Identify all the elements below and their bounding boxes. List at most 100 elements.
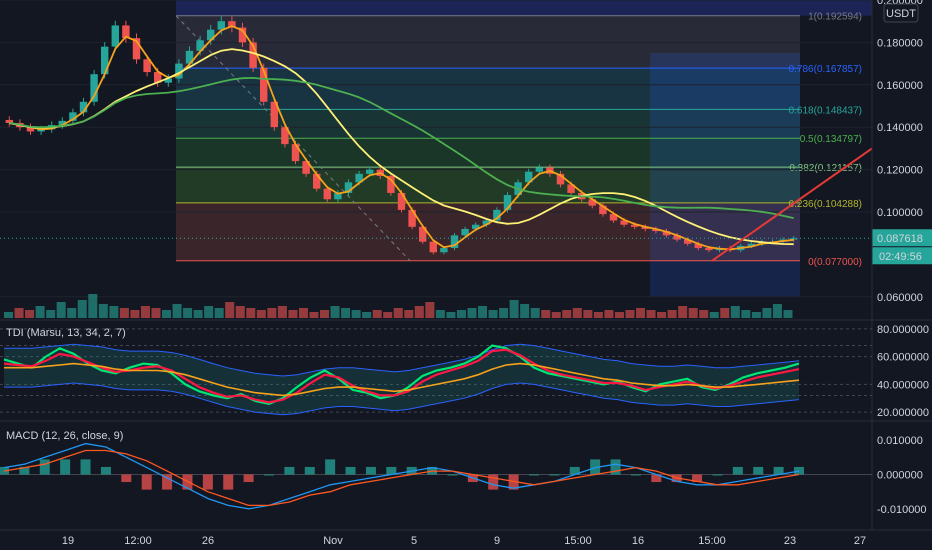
volume-bar bbox=[404, 310, 414, 318]
volume-bar bbox=[393, 308, 403, 318]
macd-histogram-bar bbox=[692, 474, 703, 483]
macd-histogram-bar bbox=[19, 466, 30, 475]
candle-body bbox=[302, 161, 310, 174]
volume-bar bbox=[14, 308, 24, 318]
volume-bar bbox=[467, 308, 477, 318]
volume-bar bbox=[35, 306, 45, 318]
volume-bar bbox=[730, 306, 740, 318]
volume-bar bbox=[488, 310, 498, 318]
macd-series-line bbox=[3, 442, 800, 510]
candle-body bbox=[196, 40, 204, 51]
volume-bar bbox=[256, 310, 266, 318]
fib-band bbox=[176, 202, 800, 261]
x-axis-tick-label: 23 bbox=[784, 535, 796, 547]
candle-body bbox=[175, 63, 183, 79]
candle-body bbox=[609, 214, 618, 221]
candle-body bbox=[747, 243, 756, 246]
volume-bar bbox=[678, 306, 688, 318]
volume-bar bbox=[235, 306, 245, 318]
volume-bar bbox=[98, 304, 108, 318]
macd-histogram-bar bbox=[365, 466, 376, 475]
x-axis-tick-label: 15:00 bbox=[698, 535, 726, 547]
projection-box bbox=[650, 53, 800, 297]
candle-body bbox=[440, 248, 448, 253]
volume-bar bbox=[183, 308, 193, 318]
volume-bar bbox=[320, 310, 330, 318]
volume-bar bbox=[446, 312, 456, 318]
candle-body bbox=[599, 205, 607, 215]
volume-bar bbox=[541, 310, 551, 318]
volume-bar bbox=[709, 312, 719, 318]
volume-bar bbox=[267, 308, 277, 318]
volume-bar bbox=[783, 310, 793, 318]
candle-body bbox=[259, 67, 268, 102]
candle-body bbox=[90, 74, 98, 102]
ma-mid-line bbox=[9, 48, 794, 246]
volume-bar bbox=[351, 310, 361, 318]
tdi-y-tick-label: 60.000000 bbox=[877, 352, 929, 364]
candle-body bbox=[111, 25, 120, 47]
volume-bar bbox=[77, 300, 87, 318]
volume-bar bbox=[762, 308, 772, 318]
volume-bar bbox=[509, 300, 519, 318]
volume-bar bbox=[478, 306, 488, 318]
candle-body bbox=[334, 192, 342, 200]
fib-label: 0.786(0.167857) bbox=[789, 64, 862, 75]
tdi-y-tick-label: 40.000000 bbox=[877, 379, 929, 391]
fib-top-band bbox=[176, 0, 872, 16]
macd-histogram-bar bbox=[202, 474, 213, 490]
y-axis-tick-label: 0.100000 bbox=[877, 207, 923, 219]
volume-bar bbox=[330, 306, 340, 318]
volume-bar bbox=[604, 310, 614, 318]
volume-bar bbox=[140, 306, 150, 318]
tdi-upper-band bbox=[4, 343, 800, 377]
macd-histogram-bar bbox=[100, 466, 111, 475]
candle-body bbox=[344, 182, 353, 193]
macd-histogram-bar bbox=[304, 466, 315, 475]
volume-bar bbox=[288, 310, 298, 318]
volume-bar bbox=[520, 304, 530, 318]
volume-bar bbox=[657, 312, 667, 318]
x-axis-tick-label: 27 bbox=[854, 535, 866, 547]
volume-bar bbox=[772, 304, 782, 318]
macd-histogram-bar bbox=[162, 474, 173, 490]
candle-body bbox=[662, 231, 671, 236]
volume-bar bbox=[46, 310, 56, 318]
fib-band bbox=[176, 68, 800, 110]
volume-bar bbox=[667, 310, 677, 318]
candle-body bbox=[450, 235, 459, 249]
volume-bar bbox=[67, 308, 77, 318]
fib-label: 0.618(0.148437) bbox=[789, 105, 862, 116]
macd-histogram-bar bbox=[651, 474, 662, 483]
candle-body bbox=[5, 119, 14, 123]
candle-body bbox=[270, 101, 279, 128]
candle-body bbox=[122, 25, 130, 39]
volume-bar bbox=[204, 306, 214, 318]
candle-body bbox=[238, 27, 247, 43]
macd-histogram-bar bbox=[630, 474, 641, 476]
volume-bar bbox=[4, 312, 14, 318]
candle-body bbox=[567, 184, 575, 193]
candle-body bbox=[291, 144, 300, 162]
volume-bar bbox=[636, 308, 646, 318]
volume-bar bbox=[625, 310, 635, 318]
macd-histogram-bar bbox=[569, 466, 580, 475]
volume-bar bbox=[435, 310, 445, 318]
candle-body bbox=[524, 171, 533, 183]
macd-histogram-bar bbox=[141, 474, 152, 490]
tdi-y-tick-label: 20.000000 bbox=[877, 407, 929, 419]
candle-body bbox=[471, 224, 480, 229]
candle-body bbox=[58, 120, 67, 126]
candle-body bbox=[206, 29, 215, 41]
volume-bar bbox=[720, 308, 730, 318]
volume-bar bbox=[130, 310, 140, 318]
volume-bar bbox=[25, 310, 35, 318]
fib-label: 0.382(0.121157) bbox=[789, 163, 862, 174]
x-axis-tick-label: Nov bbox=[323, 535, 343, 547]
candle-body bbox=[79, 101, 88, 113]
tdi-series-line bbox=[4, 362, 800, 397]
volume-bar bbox=[298, 308, 308, 318]
volume-bar bbox=[699, 310, 709, 318]
y-axis-tick-label: 0.060000 bbox=[877, 292, 923, 304]
